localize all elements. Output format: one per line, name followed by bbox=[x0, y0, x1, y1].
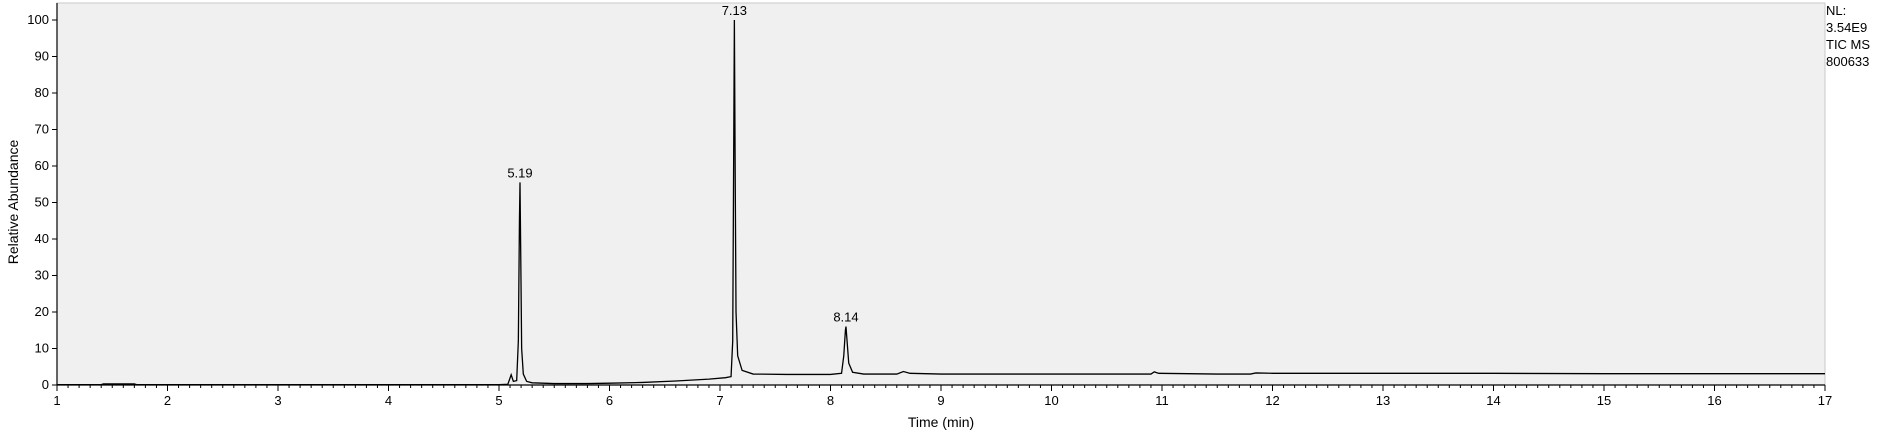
nl-value: 3.54E9 bbox=[1826, 20, 1868, 35]
x-tick-label: 3 bbox=[274, 393, 281, 408]
x-tick-label: 4 bbox=[385, 393, 392, 408]
y-tick-label: 10 bbox=[35, 341, 49, 356]
normalization-info: NL: 3.54E9 TIC MS 800633 bbox=[1826, 2, 1870, 70]
y-tick-label: 20 bbox=[35, 304, 49, 319]
x-axis-title: Time (min) bbox=[908, 414, 974, 430]
x-tick-label: 2 bbox=[164, 393, 171, 408]
x-tick-label: 8 bbox=[827, 393, 834, 408]
plot-area bbox=[56, 2, 1826, 386]
peak-label: 5.19 bbox=[507, 165, 532, 180]
x-tick-label: 15 bbox=[1597, 393, 1611, 408]
y-tick-label: 60 bbox=[35, 158, 49, 173]
x-tick-label: 7 bbox=[716, 393, 723, 408]
x-tick-label: 12 bbox=[1265, 393, 1279, 408]
y-tick-label: 70 bbox=[35, 122, 49, 137]
x-tick-label: 14 bbox=[1486, 393, 1500, 408]
x-tick-label: 16 bbox=[1707, 393, 1721, 408]
x-tick-label: 6 bbox=[606, 393, 613, 408]
y-tick-label: 80 bbox=[35, 85, 49, 100]
chromatogram-trace bbox=[57, 19, 1825, 386]
x-tick-label: 11 bbox=[1155, 393, 1169, 408]
x-tick-label: 5 bbox=[495, 393, 502, 408]
x-axis-ticks: 1 2 3 4 5 6 7 8 9 10 11 12 13 14 15 16 17 bbox=[53, 385, 1832, 408]
y-tick-label: 40 bbox=[35, 231, 49, 246]
y-tick-label: 100 bbox=[27, 12, 49, 27]
x-tick-label: 13 bbox=[1376, 393, 1390, 408]
y-tick-label: 50 bbox=[35, 195, 49, 210]
peak-label: 7.13 bbox=[722, 3, 747, 18]
peak-labels: 5.19 7.13 8.14 bbox=[507, 3, 858, 325]
x-tick-label: 1 bbox=[53, 393, 60, 408]
y-tick-label: 0 bbox=[42, 377, 49, 392]
y-tick-label: 90 bbox=[35, 49, 49, 64]
y-axis-title: Relative Abundance bbox=[5, 140, 21, 265]
file-id: 800633 bbox=[1826, 54, 1870, 69]
x-tick-label: 10 bbox=[1044, 393, 1058, 408]
peak-label: 8.14 bbox=[833, 310, 858, 325]
x-tick-label: 9 bbox=[937, 393, 944, 408]
nl-label: NL: bbox=[1826, 3, 1847, 18]
y-tick-label: 30 bbox=[35, 268, 49, 283]
y-axis-ticks: 0 10 20 30 40 50 60 70 80 90 100 bbox=[27, 12, 57, 392]
x-tick-label: 17 bbox=[1818, 393, 1832, 408]
scan-filter: TIC MS bbox=[1826, 37, 1871, 52]
